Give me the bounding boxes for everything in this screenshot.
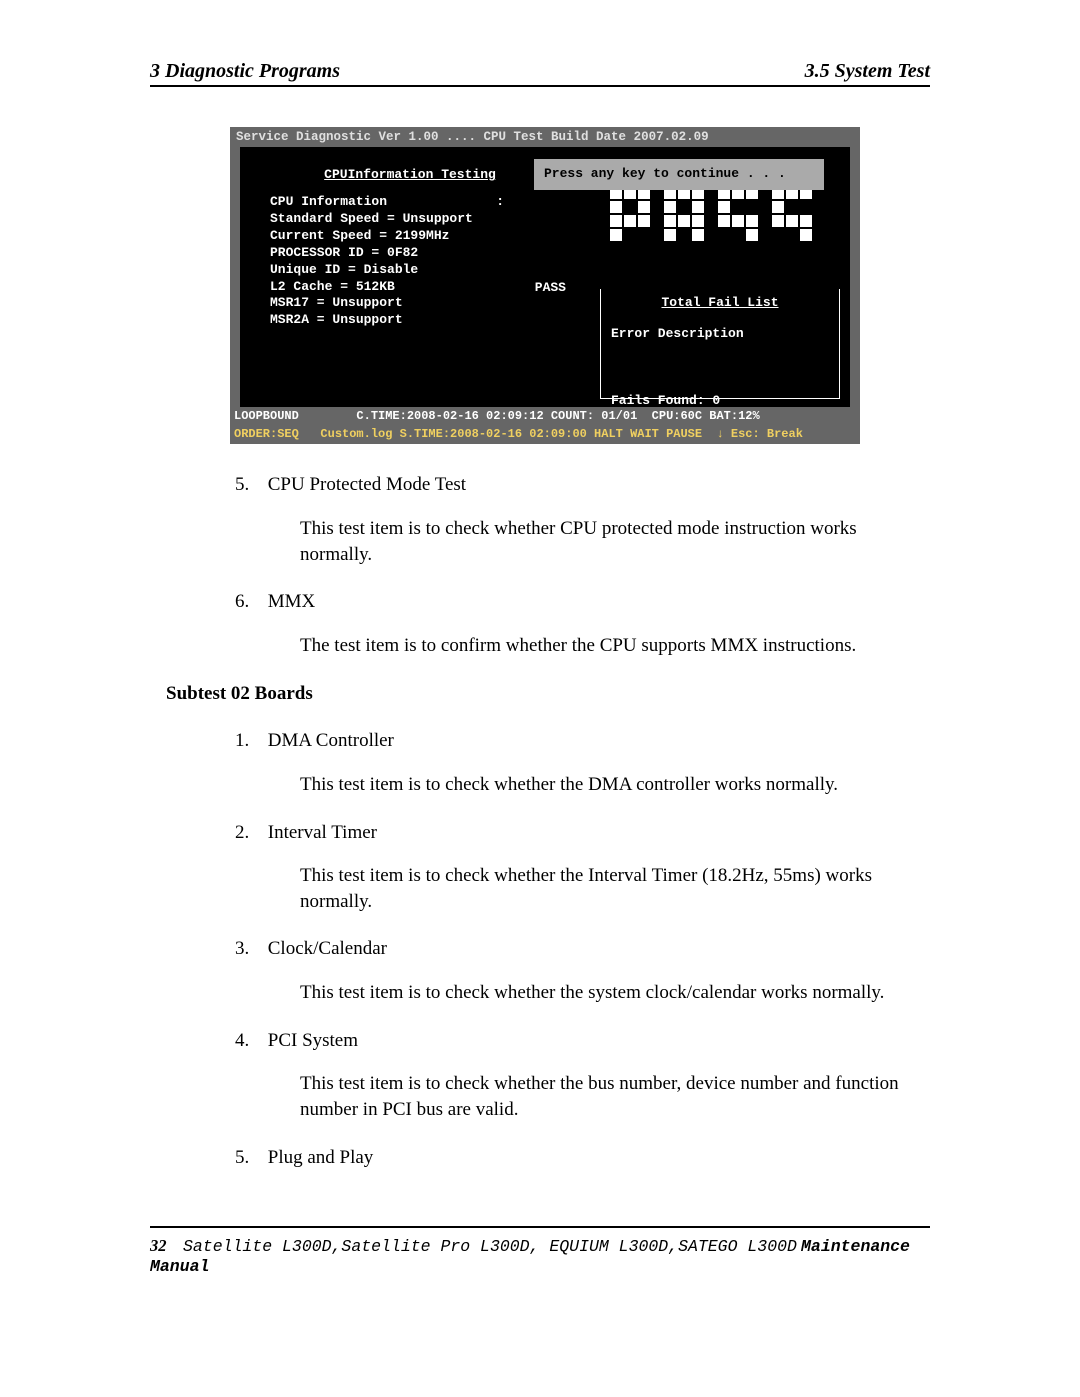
page-number: 32	[150, 1236, 167, 1255]
scr-body: CPUInformation Testing CPU Information :…	[230, 147, 860, 407]
fails-found: Fails Found: 0	[611, 393, 829, 410]
status-line-1: LOOPBOUND C.TIME:2008-02-16 02:09:12 COU…	[230, 407, 860, 427]
list-title: CPU Protected Mode Test	[268, 474, 466, 495]
list-item: 2. Interval Timer	[235, 820, 930, 846]
scr-right-panel: Press any key to continue . . .	[580, 147, 850, 407]
list-num: 5.	[235, 472, 263, 498]
list-body: This test item is to check whether the s…	[300, 980, 930, 1006]
list-body: The test item is to confirm whether the …	[300, 633, 930, 659]
cpu-info-lines: CPU Information : Standard Speed = Unsup…	[270, 194, 580, 329]
list-title: Interval Timer	[268, 822, 377, 843]
list-num: 4.	[235, 1028, 263, 1054]
list-title: Plug and Play	[268, 1147, 374, 1168]
subtest-heading: Subtest 02 Boards	[166, 681, 930, 707]
list-item: 4. PCI System	[235, 1028, 930, 1054]
list-item: 3. Clock/Calendar	[235, 936, 930, 962]
page-footer: 32 Satellite L300D,Satellite Pro L300D, …	[150, 1226, 930, 1276]
list-body: This test item is to check whether CPU p…	[300, 516, 930, 567]
list-body: This test item is to check whether the I…	[300, 863, 930, 914]
list-num: 3.	[235, 936, 263, 962]
header-left: 3 Diagnostic Programs	[150, 60, 340, 83]
list-num: 6.	[235, 589, 263, 615]
scr-titlebar: Service Diagnostic Ver 1.00 .... CPU Tes…	[230, 127, 860, 147]
page-header: 3 Diagnostic Programs 3.5 System Test	[150, 60, 930, 87]
header-right: 3.5 System Test	[805, 60, 930, 83]
list-title: PCI System	[268, 1030, 358, 1051]
list-body: This test item is to check whether the D…	[300, 772, 930, 798]
list-item: 5. Plug and Play	[235, 1145, 930, 1171]
fail-list-columns: Error Description	[611, 326, 829, 343]
list-item: 6. MMX	[235, 589, 930, 615]
list-num: 1.	[235, 728, 263, 754]
fail-list-title: Total Fail List	[611, 295, 829, 312]
list-title: DMA Controller	[268, 730, 394, 751]
list-item: 1. DMA Controller	[235, 728, 930, 754]
fail-list-panel: Total Fail List Error Description Fails …	[600, 289, 840, 399]
scr-left-panel: CPUInformation Testing CPU Information :…	[240, 147, 580, 407]
footer-models: Satellite L300D,Satellite Pro L300D, EQU…	[183, 1237, 797, 1256]
list-item: 5. CPU Protected Mode Test	[235, 472, 930, 498]
list-title: MMX	[268, 591, 316, 612]
list-num: 5.	[235, 1145, 263, 1171]
body-text: 5. CPU Protected Mode Test This test ite…	[150, 472, 930, 1170]
list-num: 2.	[235, 820, 263, 846]
ascii-pass-art	[610, 187, 830, 243]
press-any-key-dialog[interactable]: Press any key to continue . . .	[534, 159, 824, 190]
status-line-2: ORDER:SEQ Custom.log S.TIME:2008-02-16 0…	[230, 427, 860, 445]
diagnostic-screenshot: Service Diagnostic Ver 1.00 .... CPU Tes…	[230, 127, 860, 444]
pass-label: PASS	[535, 280, 566, 297]
list-body: This test item is to check whether the b…	[300, 1071, 930, 1122]
list-title: Clock/Calendar	[268, 938, 387, 959]
